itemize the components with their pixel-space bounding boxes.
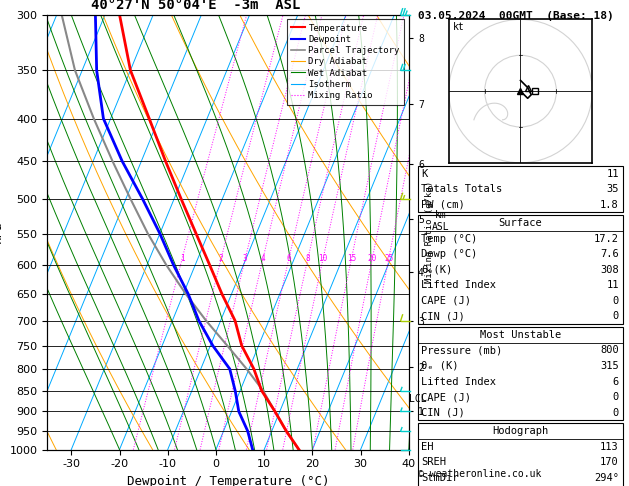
Text: 25: 25 xyxy=(384,255,393,263)
Text: 03.05.2024  00GMT  (Base: 18): 03.05.2024 00GMT (Base: 18) xyxy=(418,11,614,21)
Text: CIN (J): CIN (J) xyxy=(421,312,465,321)
Text: 20: 20 xyxy=(367,255,377,263)
Y-axis label: km
ASL: km ASL xyxy=(431,210,449,232)
Text: 4: 4 xyxy=(260,255,265,263)
Text: 0: 0 xyxy=(613,408,619,417)
Text: CAPE (J): CAPE (J) xyxy=(421,296,471,306)
Text: 11: 11 xyxy=(606,280,619,290)
Text: Totals Totals: Totals Totals xyxy=(421,184,503,194)
Text: 17.2: 17.2 xyxy=(594,234,619,243)
Text: Lifted Index: Lifted Index xyxy=(421,280,496,290)
Text: 0: 0 xyxy=(613,296,619,306)
Text: 308: 308 xyxy=(600,265,619,275)
Text: © weatheronline.co.uk: © weatheronline.co.uk xyxy=(418,469,541,479)
Text: 35: 35 xyxy=(606,184,619,194)
Text: Pressure (mb): Pressure (mb) xyxy=(421,346,503,355)
Text: 7.6: 7.6 xyxy=(600,249,619,259)
Text: Surface: Surface xyxy=(498,218,542,228)
Text: EH: EH xyxy=(421,442,434,451)
Text: θₑ(K): θₑ(K) xyxy=(421,265,453,275)
Text: StmDir: StmDir xyxy=(421,473,459,483)
Text: 8: 8 xyxy=(306,255,310,263)
Text: Mixing Ratio (g/kg): Mixing Ratio (g/kg) xyxy=(425,181,434,283)
Text: kt: kt xyxy=(452,22,464,32)
Text: Lifted Index: Lifted Index xyxy=(421,377,496,386)
Y-axis label: hPa: hPa xyxy=(0,221,4,243)
Text: 0: 0 xyxy=(613,392,619,402)
Text: Dewp (°C): Dewp (°C) xyxy=(421,249,477,259)
Text: 1: 1 xyxy=(180,255,184,263)
Text: 15: 15 xyxy=(347,255,356,263)
Text: Temp (°C): Temp (°C) xyxy=(421,234,477,243)
X-axis label: Dewpoint / Temperature (°C): Dewpoint / Temperature (°C) xyxy=(127,475,329,486)
Text: 0: 0 xyxy=(613,312,619,321)
Text: LCL: LCL xyxy=(409,394,426,404)
Text: 294°: 294° xyxy=(594,473,619,483)
Text: 170: 170 xyxy=(600,457,619,467)
Text: CIN (J): CIN (J) xyxy=(421,408,465,417)
Text: Most Unstable: Most Unstable xyxy=(479,330,561,340)
Text: 1.8: 1.8 xyxy=(600,200,619,209)
Text: θₑ (K): θₑ (K) xyxy=(421,361,459,371)
Text: 315: 315 xyxy=(600,361,619,371)
Legend: Temperature, Dewpoint, Parcel Trajectory, Dry Adiabat, Wet Adiabat, Isotherm, Mi: Temperature, Dewpoint, Parcel Trajectory… xyxy=(287,19,404,104)
Text: CAPE (J): CAPE (J) xyxy=(421,392,471,402)
Text: 3: 3 xyxy=(243,255,247,263)
Text: 2: 2 xyxy=(219,255,223,263)
Text: 6: 6 xyxy=(286,255,291,263)
Text: 6: 6 xyxy=(613,377,619,386)
Text: SREH: SREH xyxy=(421,457,447,467)
Text: Hodograph: Hodograph xyxy=(492,426,548,436)
Text: 40°27'N 50°04'E  -3m  ASL: 40°27'N 50°04'E -3m ASL xyxy=(91,0,300,12)
Text: 800: 800 xyxy=(600,346,619,355)
Text: 113: 113 xyxy=(600,442,619,451)
Text: K: K xyxy=(421,169,428,178)
Text: PW (cm): PW (cm) xyxy=(421,200,465,209)
Text: 11: 11 xyxy=(606,169,619,178)
Text: 10: 10 xyxy=(318,255,328,263)
